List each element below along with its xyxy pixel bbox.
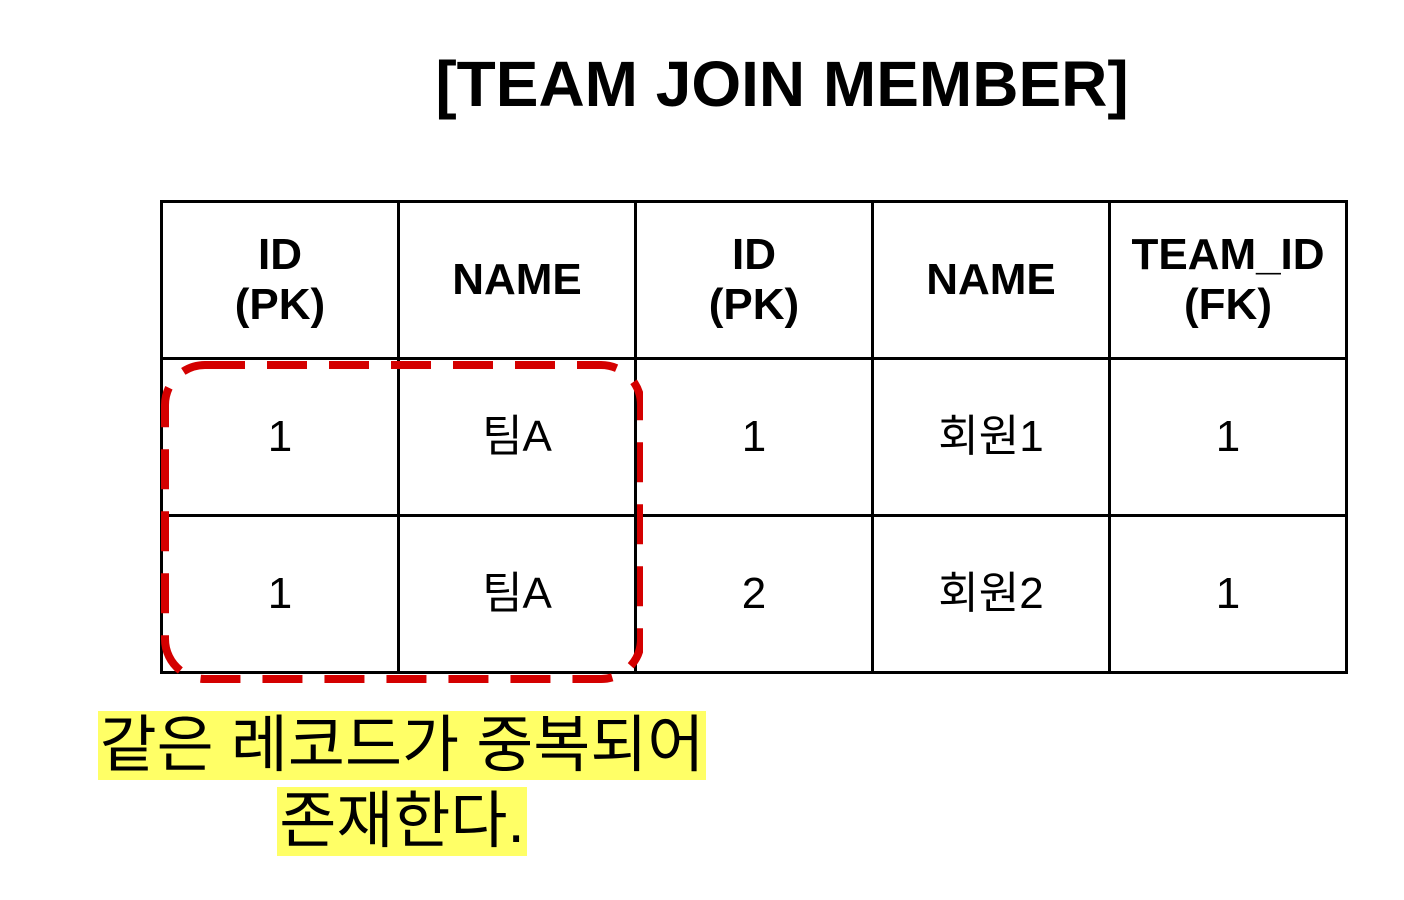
- table-cell: 1: [634, 357, 874, 517]
- header-member-id-key: (PK): [708, 280, 800, 329]
- table-cell: 1: [1108, 357, 1348, 517]
- header-member-team-id: TEAM_ID (FK): [1108, 200, 1348, 360]
- header-member-id-label: ID: [732, 230, 776, 279]
- table-row: 1 팀A 1 회원1 1: [160, 357, 1348, 517]
- header-team-name: NAME: [397, 200, 637, 360]
- header-member-name-label: NAME: [926, 255, 1056, 304]
- header-member-id: ID (PK): [634, 200, 874, 360]
- header-team-id: ID (PK): [160, 200, 400, 360]
- team-join-member-table: ID (PK) NAME ID (PK) NAME TEAM_ID (FK) 1…: [160, 200, 1348, 674]
- table-cell: 1: [1108, 514, 1348, 674]
- table-cell: 1: [160, 357, 400, 517]
- header-team-name-label: NAME: [452, 255, 582, 304]
- note-line-1: 같은 레코드가 중복되어: [97, 711, 707, 780]
- diagram-title: [TEAM JOIN MEMBER]: [435, 48, 1129, 120]
- duplicate-note: 같은 레코드가 중복되어 존재한다.: [0, 708, 804, 860]
- table-cell: 1: [160, 514, 400, 674]
- header-member-name: NAME: [871, 200, 1111, 360]
- table-cell: 팀A: [397, 514, 637, 674]
- table-cell: 팀A: [397, 357, 637, 517]
- header-team-id-key: (PK): [234, 280, 326, 329]
- table-header-row: ID (PK) NAME ID (PK) NAME TEAM_ID (FK): [160, 200, 1348, 360]
- header-member-team-id-label: TEAM_ID: [1131, 230, 1325, 279]
- table-cell: 2: [634, 514, 874, 674]
- table-cell: 회원1: [871, 357, 1111, 517]
- note-line-2: 존재한다.: [277, 787, 527, 856]
- header-team-id-label: ID: [258, 230, 302, 279]
- table-row: 1 팀A 2 회원2 1: [160, 514, 1348, 674]
- table-cell: 회원2: [871, 514, 1111, 674]
- header-member-team-id-key: (FK): [1184, 280, 1272, 329]
